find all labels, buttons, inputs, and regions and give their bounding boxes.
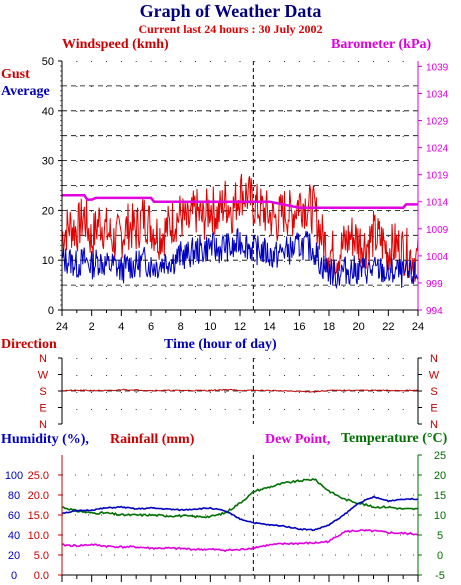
average-series-line	[61, 227, 419, 290]
direction-tick-label: S	[430, 386, 437, 398]
barometer-tick-label: 1024	[426, 144, 449, 155]
windspeed-axis-label: Windspeed (kmh)	[62, 37, 169, 52]
humidity-tick-label: 100	[5, 470, 23, 482]
humidity-tick-label: 20	[8, 550, 20, 562]
rainfall-tick-label: 20.0	[28, 490, 49, 502]
direction-tick-label: S	[39, 386, 46, 398]
time-tick-label: 4	[118, 321, 124, 333]
time-tick-label: 12	[234, 321, 246, 333]
rainfall-tick-label: 15.0	[28, 510, 49, 522]
direction-tick-label: N	[39, 353, 47, 365]
time-tick-label: 8	[178, 321, 184, 333]
humidity-tick-label: 80	[8, 490, 20, 502]
barometer-tick-label: 1004	[426, 252, 449, 263]
time-tick-label: 24	[56, 321, 68, 333]
rainfall-tick-label: 0.0	[34, 570, 49, 582]
humidity-tick-label: 40	[8, 530, 20, 542]
barometer-series-line	[62, 193, 418, 209]
temperature-series-line	[61, 477, 419, 519]
barometer-tick-label: 1014	[426, 198, 449, 209]
time-tick-label: 6	[148, 321, 154, 333]
barometer-tick-label: 1039	[426, 62, 449, 73]
temperature-tick-label: 20	[434, 470, 446, 482]
average-legend-label: Average	[1, 84, 50, 99]
direction-tick-label: W	[429, 370, 440, 382]
direction-tick-label: E	[430, 403, 437, 415]
barometer-axis-label: Barometer (kPa)	[331, 37, 432, 52]
direction-tick-label: E	[39, 403, 46, 415]
barometer-tick-label: 1009	[426, 225, 449, 236]
wind-tick-label: 10	[42, 255, 54, 267]
temperature-tick-label: 0	[437, 550, 443, 562]
time-tick-label: 24	[412, 321, 424, 333]
time-tick-label: 18	[323, 321, 335, 333]
barometer-tick-label: 999	[426, 279, 443, 290]
barometer-tick-label: 994	[426, 306, 443, 317]
temperature-tick-label: 15	[434, 490, 446, 502]
wind-tick-label: 50	[42, 56, 54, 68]
temperature-tick-label: 10	[434, 510, 446, 522]
barometer-tick-label: 1019	[426, 171, 449, 182]
temperature-legend-label: Temperature (°C)	[341, 431, 448, 446]
dewpoint-legend-label: Dew Point,	[265, 432, 331, 447]
time-axis-label: Time (hour of day)	[164, 337, 277, 352]
direction-tick-label: N	[430, 419, 438, 431]
barometer-tick-label: 1034	[426, 89, 449, 100]
direction-tick-label: N	[430, 353, 438, 365]
humidity-series-line	[61, 495, 419, 532]
time-tick-label: 10	[204, 321, 216, 333]
rainfall-tick-label: 25.0	[28, 470, 49, 482]
chart-subtitle: Current last 24 hours : 30 July 2002	[138, 22, 323, 36]
direction-label: Direction	[1, 337, 57, 352]
wind-tick-label: 0	[48, 305, 54, 317]
direction-tick-label: N	[39, 419, 47, 431]
humidity-legend-label: Humidity (%),	[1, 432, 89, 447]
time-tick-label: 20	[353, 321, 365, 333]
rainfall-tick-label: 10.0	[28, 530, 49, 542]
gust-legend-label: Gust	[1, 67, 30, 82]
rainfall-tick-label: 5.0	[34, 550, 49, 562]
time-tick-label: 22	[382, 321, 394, 333]
temperature-tick-label: -5	[435, 570, 445, 582]
wind-tick-label: 30	[42, 156, 54, 168]
rainfall-legend-label: Rainfall (mm)	[110, 432, 195, 447]
temperature-tick-label: 25	[434, 450, 446, 462]
time-tick-label: 16	[293, 321, 305, 333]
humidity-tick-label: 0	[11, 570, 17, 582]
direction-series-line	[61, 388, 419, 393]
wind-tick-label: 40	[42, 106, 54, 118]
humidity-tick-label: 60	[8, 510, 20, 522]
dewpoint-series-line	[61, 528, 419, 553]
chart-title: Graph of Weather Data	[139, 1, 322, 21]
time-tick-label: 14	[264, 321, 276, 333]
temperature-tick-label: 5	[437, 530, 443, 542]
direction-tick-label: W	[38, 370, 49, 382]
gust-series-line	[61, 173, 419, 282]
time-tick-label: 2	[89, 321, 95, 333]
barometer-tick-label: 1029	[426, 117, 449, 128]
wind-tick-label: 20	[42, 205, 54, 217]
